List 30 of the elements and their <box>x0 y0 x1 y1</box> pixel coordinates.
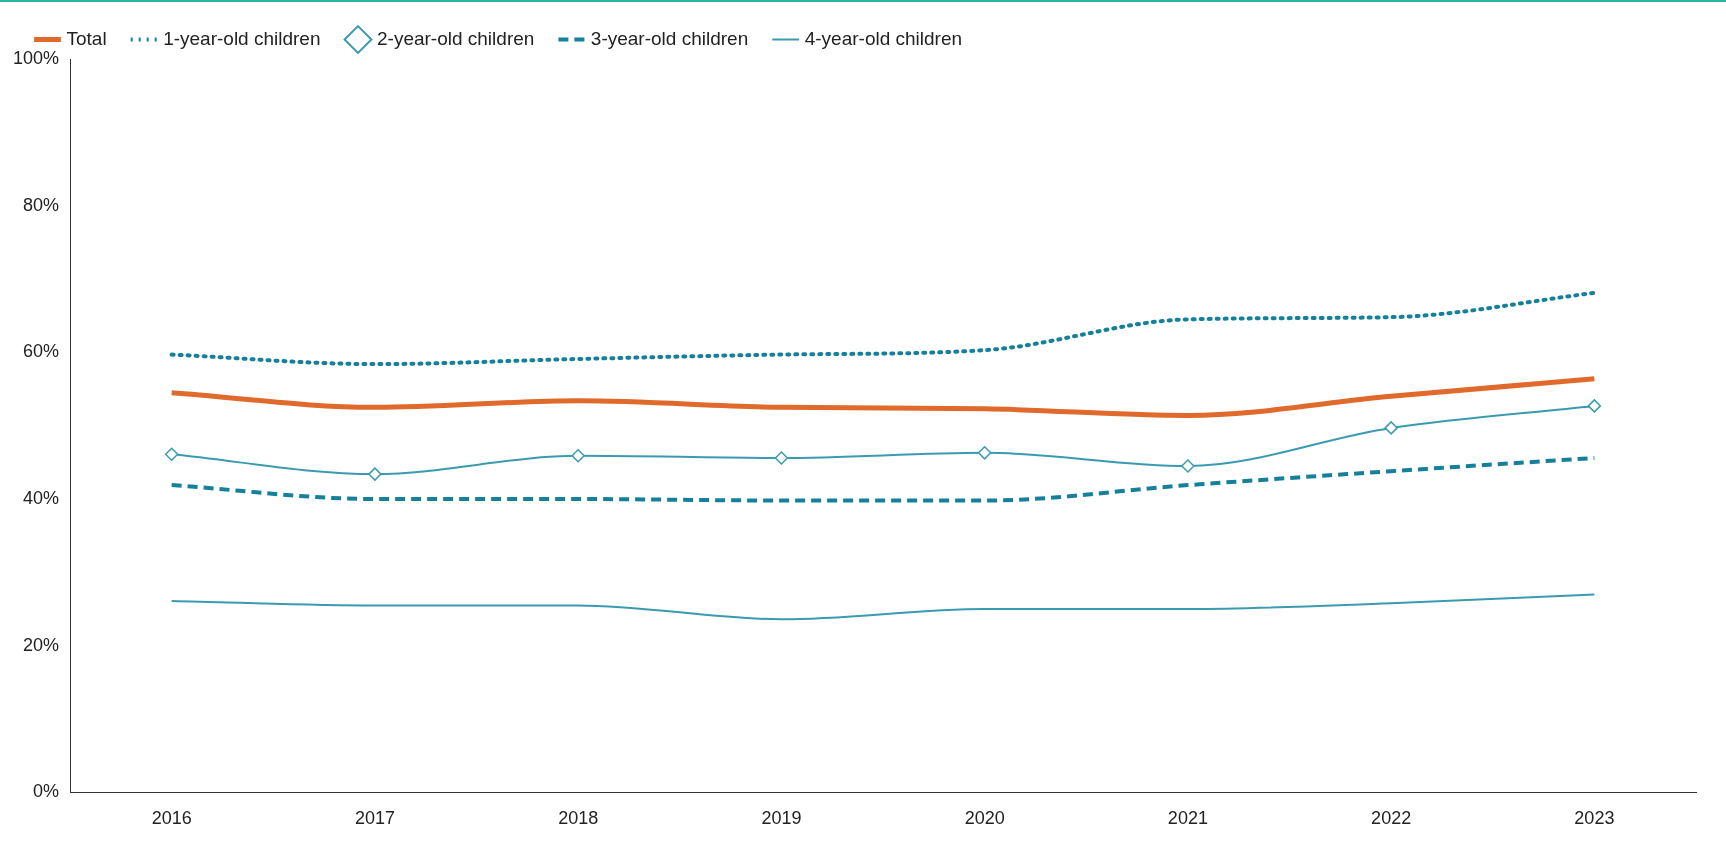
point <box>571 449 585 463</box>
y-tick-label: 0% <box>33 781 60 802</box>
point <box>368 467 382 481</box>
x-tick-label: 2023 <box>1574 808 1615 829</box>
x-tick-label: 2021 <box>1167 808 1208 829</box>
line-series <box>169 455 1597 503</box>
point <box>164 447 179 462</box>
legend-label: 3-year-old children <box>590 27 749 49</box>
legend-label: 2-year-old children <box>376 27 535 49</box>
point <box>1587 399 1602 413</box>
x-tick-label: 2017 <box>354 808 395 829</box>
legend-label: 1-year-old children <box>163 27 321 49</box>
point <box>1181 459 1195 473</box>
y-tick-label: 40% <box>23 488 60 509</box>
x-tick-label: 2020 <box>964 808 1005 829</box>
x-tick-label: 2018 <box>558 808 599 829</box>
point <box>774 451 789 465</box>
y-tick-label: 80% <box>23 194 60 215</box>
point <box>977 446 992 460</box>
x-tick-label: 2019 <box>761 808 802 829</box>
y-tick-label: 20% <box>23 634 60 655</box>
point <box>1384 421 1398 435</box>
line-series <box>170 593 1596 621</box>
x-tick-label: 2016 <box>151 808 192 829</box>
legend-label: 4-year-old children <box>804 27 963 49</box>
y-tick-label: 60% <box>23 341 60 362</box>
x-tick-label: 2022 <box>1371 808 1412 829</box>
line-series <box>169 290 1597 367</box>
legend-label: Total <box>66 27 107 49</box>
y-tick-label: 100% <box>12 47 60 68</box>
